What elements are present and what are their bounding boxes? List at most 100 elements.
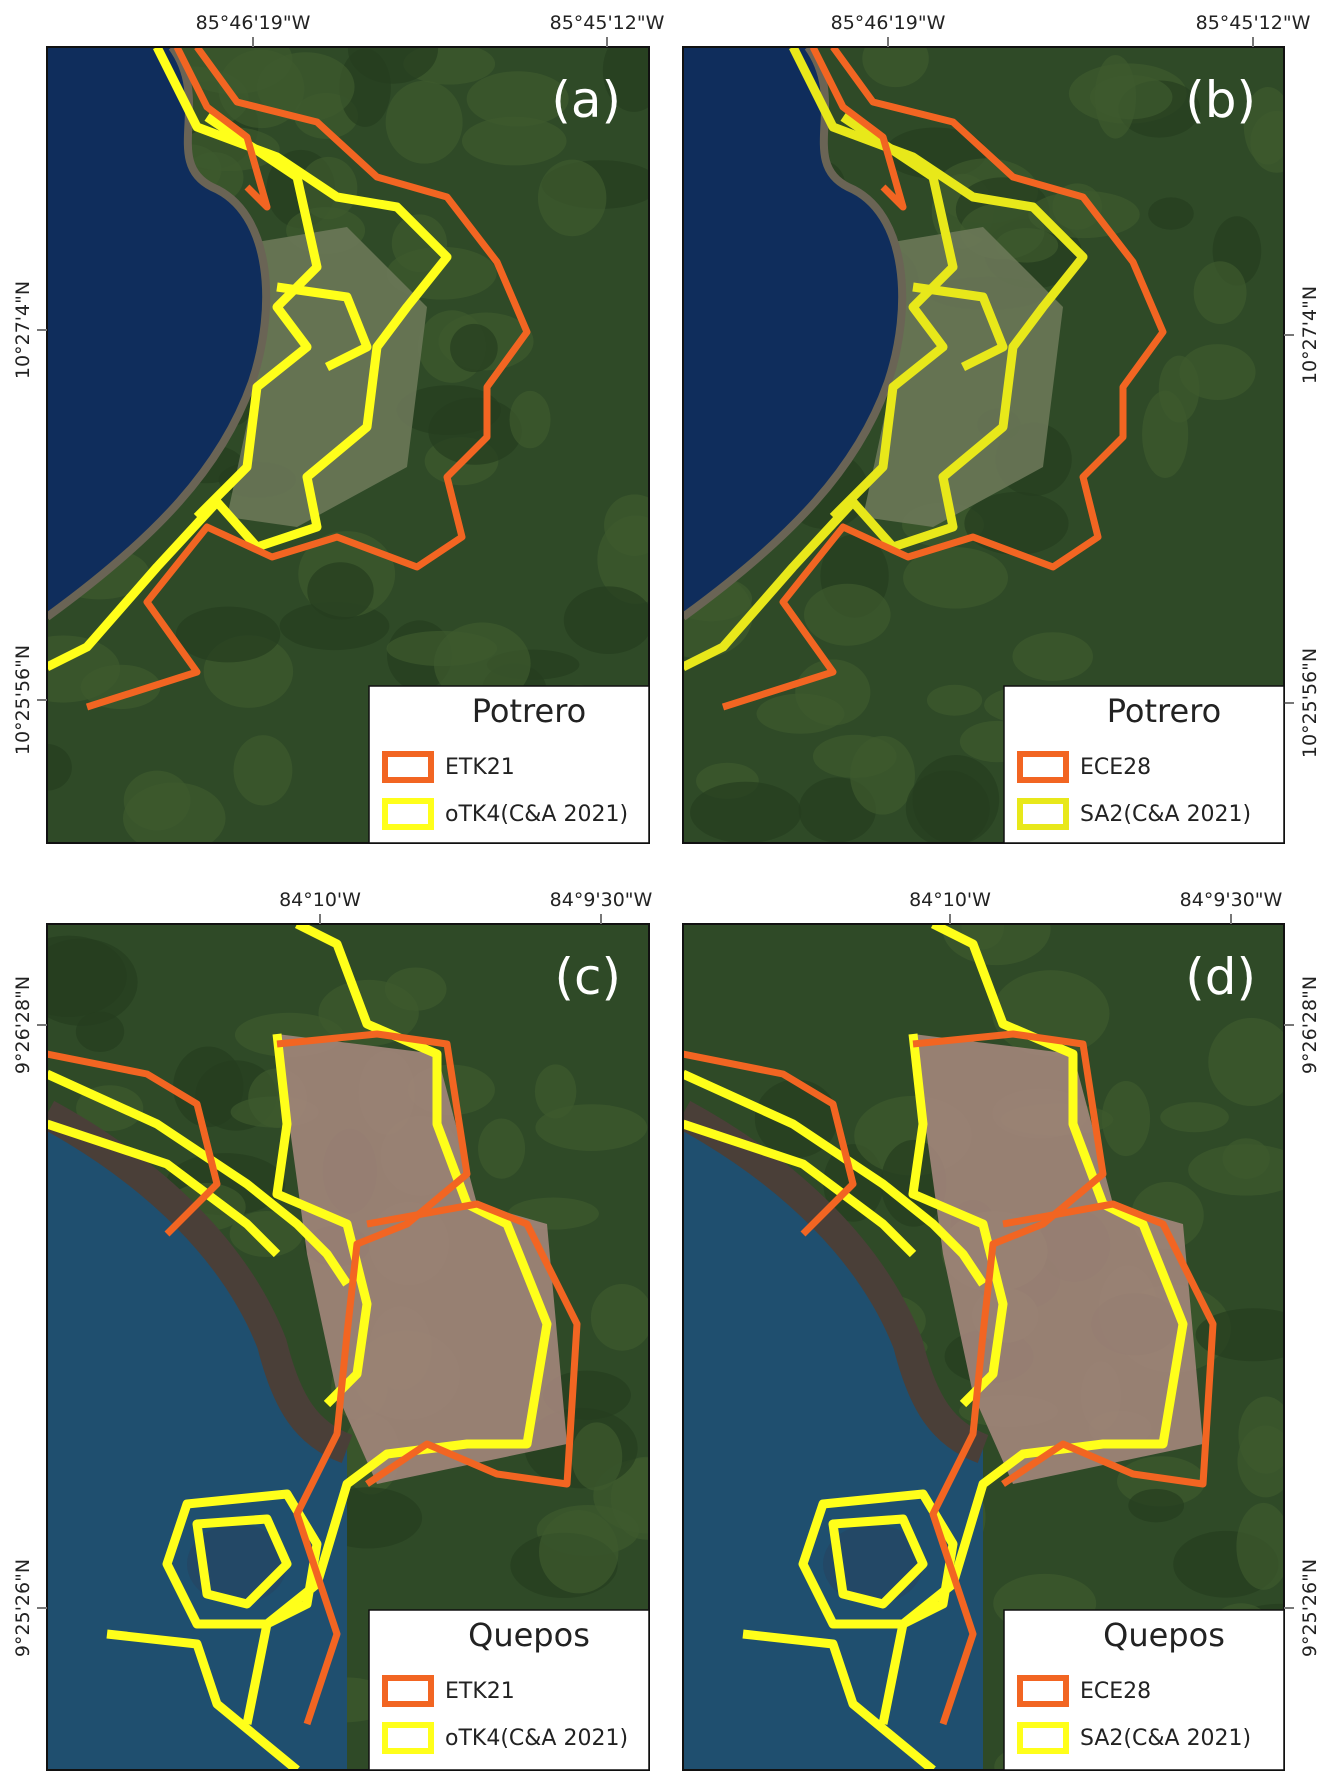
boundary-orange [173,47,271,211]
vegetation [995,228,1059,263]
vegetation [1094,54,1137,139]
vegetation [756,693,845,734]
vegetation [307,562,374,620]
legend: Quepos ETK21 oTK4(C&A 2021) [368,1609,650,1771]
side-tick-label: 10°27'4"N [1299,286,1321,384]
vegetation [543,1370,631,1420]
vegetation [610,1456,649,1540]
boundary-yellow [276,282,372,372]
boundary-yellow [828,1514,928,1609]
side-tick-label: 10°25'56"N [12,645,34,755]
beach [47,1100,353,1464]
panel-frame [682,46,1285,844]
vegetation [1188,1144,1284,1196]
vegetation [47,935,127,1017]
vegetation [47,744,72,791]
vegetation [396,385,501,436]
legend-label: oTK4(C&A 2021) [445,1726,628,1751]
boundary-yellow [683,47,1088,672]
vegetation [1101,1080,1151,1157]
vegetation [1148,197,1194,230]
vegetation [862,47,929,88]
top-tick-label: 85°46'19"W [196,12,311,34]
boundary-orange [912,1030,1107,1726]
vegetation [571,1422,623,1491]
legend-title: Quepos [468,1616,590,1654]
vegetation [461,116,567,166]
map-panel: (d) 84°10'W 84°9'30"W 9°26'28"N 9°25'26"N Que… [682,889,1321,1771]
vegetation [537,159,607,237]
legend-label: oTK4(C&A 2021) [445,802,628,827]
boundary-yellow [47,47,452,672]
boundary-yellow [829,113,958,521]
beach [47,47,271,621]
legend-label: ECE28 [1080,755,1151,780]
map-panel: (b) 85°46'19"W 85°45'12"W 10°27'4"N 10°25'56… [682,12,1321,844]
legend-label: ECE28 [1080,1679,1151,1704]
vegetation [903,547,1009,609]
boundary-yellow [272,1033,372,1408]
sea [683,1114,983,1770]
vegetation [1193,261,1247,325]
side-tick-label: 9°25'26"N [1299,1559,1321,1657]
vegetation [450,323,498,373]
sea [47,1114,347,1770]
vegetation [123,782,226,843]
top-tick-label: 85°46'19"W [831,12,946,34]
vegetation [1236,1502,1284,1590]
legend-swatch [382,751,434,783]
vegetation [1160,1102,1229,1133]
panel-frame [46,46,650,844]
side-tick-label: 9°25'26"N [12,1559,34,1657]
top-tick-label: 84°9'30"W [550,889,653,911]
vegetation [433,622,531,705]
vegetation [478,1118,526,1179]
top-tick-label: 84°9'30"W [1180,889,1283,911]
legend-label: ETK21 [445,1679,515,1704]
boundary-yellow [106,1629,300,1770]
vegetation [604,494,649,557]
panel-label: (b) [1185,71,1256,129]
vegetation [385,80,463,164]
boundary-yellow [683,1069,987,1287]
boundary-yellow [193,113,322,521]
beach [683,47,907,621]
boundary-yellow [162,1489,322,1629]
vegetation [1237,1425,1284,1498]
legend-title: Potrero [1107,692,1221,730]
boundary-yellow [912,282,1008,372]
vegetation [1179,344,1256,401]
vegetation [80,664,161,710]
legend-swatch [382,798,434,830]
vegetation [75,1011,125,1053]
boundary-orange [276,1030,471,1726]
town [913,1034,1203,1484]
boundary-orange [365,1200,581,1488]
vegetation [812,734,897,778]
vegetation [256,52,355,122]
map-image [47,47,649,843]
legend-label: SA2(C&A 2021) [1080,1726,1251,1751]
boundary-orange [721,47,1167,711]
top-tick-label: 84°10'W [909,889,991,911]
vegetation [964,491,1069,555]
boundary-yellow [908,1033,1008,1408]
legend: Potrero ETK21 oTK4(C&A 2021) [368,685,650,844]
vegetation [1012,632,1094,681]
vegetation [926,684,983,716]
vegetation [803,583,891,646]
vegetation [1250,110,1284,173]
vegetation [384,967,447,1011]
legend-swatch [1017,1722,1069,1754]
map-image [683,47,1284,843]
side-tick-label: 9°26'28"N [12,976,34,1074]
vegetation [386,246,497,300]
legend-label: ETK21 [445,755,515,780]
panel-label: (d) [1185,948,1256,1006]
panel-frame [46,923,650,1771]
boundary-orange [85,47,531,711]
legend-title: Potrero [472,692,586,730]
side-tick-label: 10°27'4"N [12,281,34,379]
boundary-orange [47,1050,221,1237]
